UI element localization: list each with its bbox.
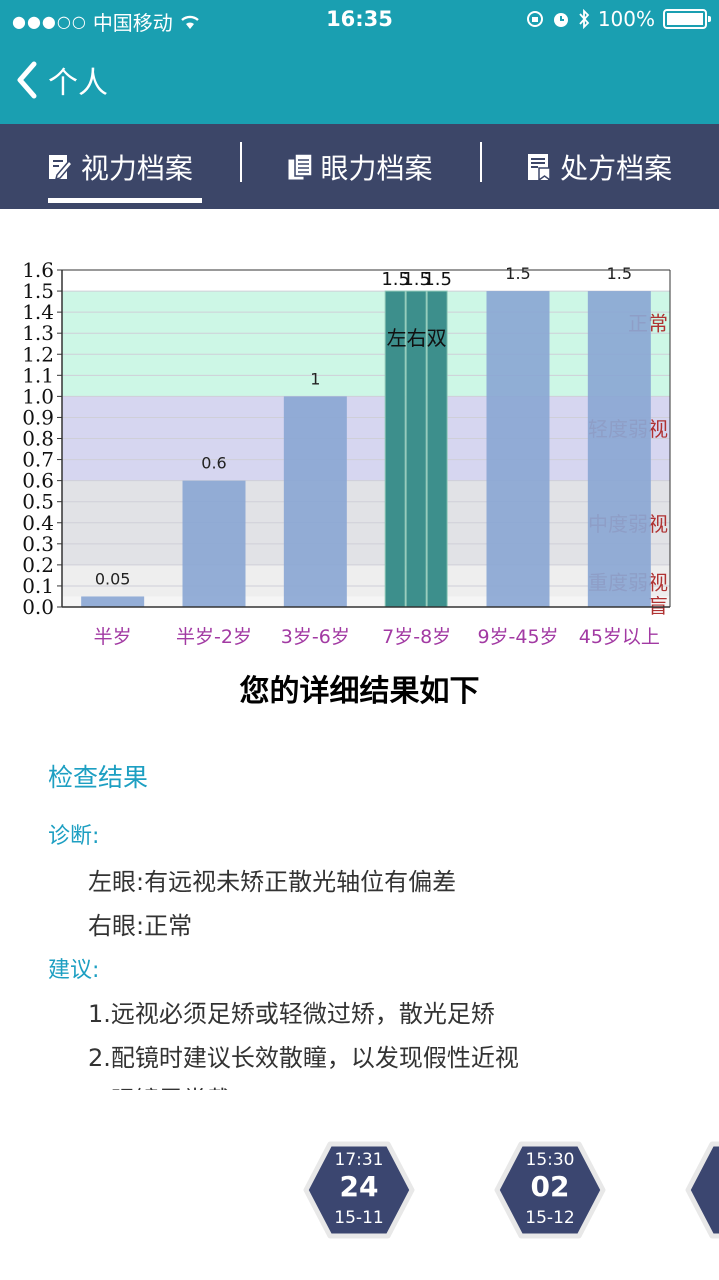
y-tick-label: 0.0 xyxy=(22,595,54,619)
wifi-icon xyxy=(181,15,199,29)
bar-value-label: 0.6 xyxy=(201,454,226,473)
category-label: 45岁以上 xyxy=(579,626,660,648)
chevron-left-icon xyxy=(17,61,37,99)
y-tick-label: 0.7 xyxy=(22,448,54,472)
date-badge[interactable]: 15:30 02 15-12 xyxy=(493,1140,607,1240)
top-bar: ●●●○○ 中国移动 16:35 100% xyxy=(0,0,719,124)
y-tick-label: 0.3 xyxy=(22,532,54,556)
bar-value-label: 1 xyxy=(310,369,320,388)
battery-percent: 100% xyxy=(597,7,655,31)
edit-doc-icon xyxy=(48,154,73,180)
bar xyxy=(587,291,651,607)
band-重度弱视 xyxy=(62,564,670,597)
band-label: 盲 xyxy=(648,594,668,618)
y-tick-label: 0.9 xyxy=(22,405,54,429)
y-tick-label: 0.8 xyxy=(22,427,54,451)
advice-item: 1.远视必须足矫或轻微过矫，散光足矫 xyxy=(88,1000,495,1028)
status-bar: ●●●○○ 中国移动 16:35 100% xyxy=(0,0,719,40)
tab-label: 处方档案 xyxy=(560,151,673,185)
back-label: 个人 xyxy=(48,66,108,101)
y-tick-label: 1.0 xyxy=(22,384,54,408)
bar-annotation: 左右双 xyxy=(387,326,447,350)
y-tick-label: 1.1 xyxy=(22,363,54,387)
diagnosis-label: 诊断: xyxy=(48,824,100,849)
badge-time: 15:30 xyxy=(525,1150,575,1170)
tab-label: 眼力档案 xyxy=(320,151,433,185)
category-label: 3岁-6岁 xyxy=(281,626,350,648)
copy-doc-icon xyxy=(287,152,313,180)
y-tick-label: 0.2 xyxy=(22,553,54,577)
diagnosis-left-eye: 左眼:有远视未矫正散光轴位有偏差 xyxy=(88,868,457,896)
tab-divider xyxy=(480,142,482,182)
category-label: 7岁-8岁 xyxy=(382,626,451,648)
hexagon-badge-icon xyxy=(685,1141,719,1239)
bluetooth-icon xyxy=(579,9,590,29)
y-tick-label: 1.4 xyxy=(22,300,54,324)
results-panel: 检查结果 诊断: 左眼:有远视未矫正散光轴位有偏差 右眼:正常 建议: 1.远视… xyxy=(0,740,719,1090)
y-tick-label: 1.6 xyxy=(22,258,54,282)
bar xyxy=(486,291,550,607)
rotation-lock-icon xyxy=(526,11,543,27)
bar-value-label: 1.5 xyxy=(607,264,632,283)
carrier-name: 中国移动 xyxy=(92,11,173,35)
badge-day: 02 xyxy=(530,1170,570,1203)
advice-label: 建议: xyxy=(48,958,100,983)
tab-vision-record[interactable]: 视力档案 xyxy=(0,124,240,209)
date-badge[interactable]: 17:31 24 15-11 xyxy=(302,1140,416,1240)
hexagon-badge-icon xyxy=(303,1141,415,1239)
vision-chart: 正常轻度弱视中度弱视重度弱视盲0.05半岁0.6半岁-2岁13岁-6岁1.51.… xyxy=(22,258,671,648)
bar-value-label: 1.5 xyxy=(505,264,530,283)
bar-value-label: 0.05 xyxy=(95,569,131,588)
bar xyxy=(283,396,347,607)
status-time: 16:35 xyxy=(326,7,393,31)
y-tick-label: 1.5 xyxy=(22,279,54,303)
tab-prescription-record[interactable]: 处方档案 xyxy=(479,124,719,209)
y-tick-label: 0.4 xyxy=(22,511,54,535)
result-title: 您的详细结果如下 xyxy=(239,674,480,709)
bar xyxy=(81,596,145,607)
tab-label: 视力档案 xyxy=(80,151,193,185)
bar-value-label: 1.5 xyxy=(381,269,410,290)
category-label: 9岁-45岁 xyxy=(477,626,558,648)
results-heading: 检查结果 xyxy=(48,763,149,792)
badge-day: 24 xyxy=(339,1170,379,1203)
category-label: 半岁-2岁 xyxy=(176,626,252,648)
alarm-icon xyxy=(553,13,568,27)
badge-time: 17:31 xyxy=(334,1150,384,1170)
y-tick-label: 1.2 xyxy=(22,342,54,366)
tab-eye-record[interactable]: 眼力档案 xyxy=(240,124,480,209)
bar-value-label: 1.5 xyxy=(423,269,452,290)
y-tick-label: 0.5 xyxy=(22,490,54,514)
band-盲 xyxy=(62,596,670,607)
signal-strength-icon: ●●●○○ xyxy=(12,12,87,31)
diagnosis-right-eye: 右眼:正常 xyxy=(88,912,193,940)
tab-bar: 视力档案 眼力档案 处方档案 xyxy=(0,124,719,209)
bookmark-doc-icon xyxy=(528,153,551,181)
advice-item: 2.配镜时建议长效散瞳，以发现假性近视 xyxy=(88,1044,519,1072)
tab-divider xyxy=(240,142,242,182)
y-tick-label: 0.6 xyxy=(22,469,54,493)
bar xyxy=(182,480,246,607)
hexagon-badge-icon xyxy=(494,1141,606,1239)
band-正常 xyxy=(62,291,670,397)
badge-month: 15-12 xyxy=(525,1208,575,1228)
battery-icon xyxy=(663,9,711,29)
category-label: 半岁 xyxy=(94,626,132,648)
date-badge-partial[interactable] xyxy=(684,1140,719,1240)
advice-item: 3.眼镜需常戴 xyxy=(88,1080,231,1090)
bar-value-label: 1.5 xyxy=(402,269,431,290)
y-tick-label: 0.1 xyxy=(22,574,54,598)
badge-month: 15-11 xyxy=(334,1208,384,1228)
y-tick-label: 1.3 xyxy=(22,321,54,345)
back-button[interactable]: 个人 xyxy=(14,58,108,102)
